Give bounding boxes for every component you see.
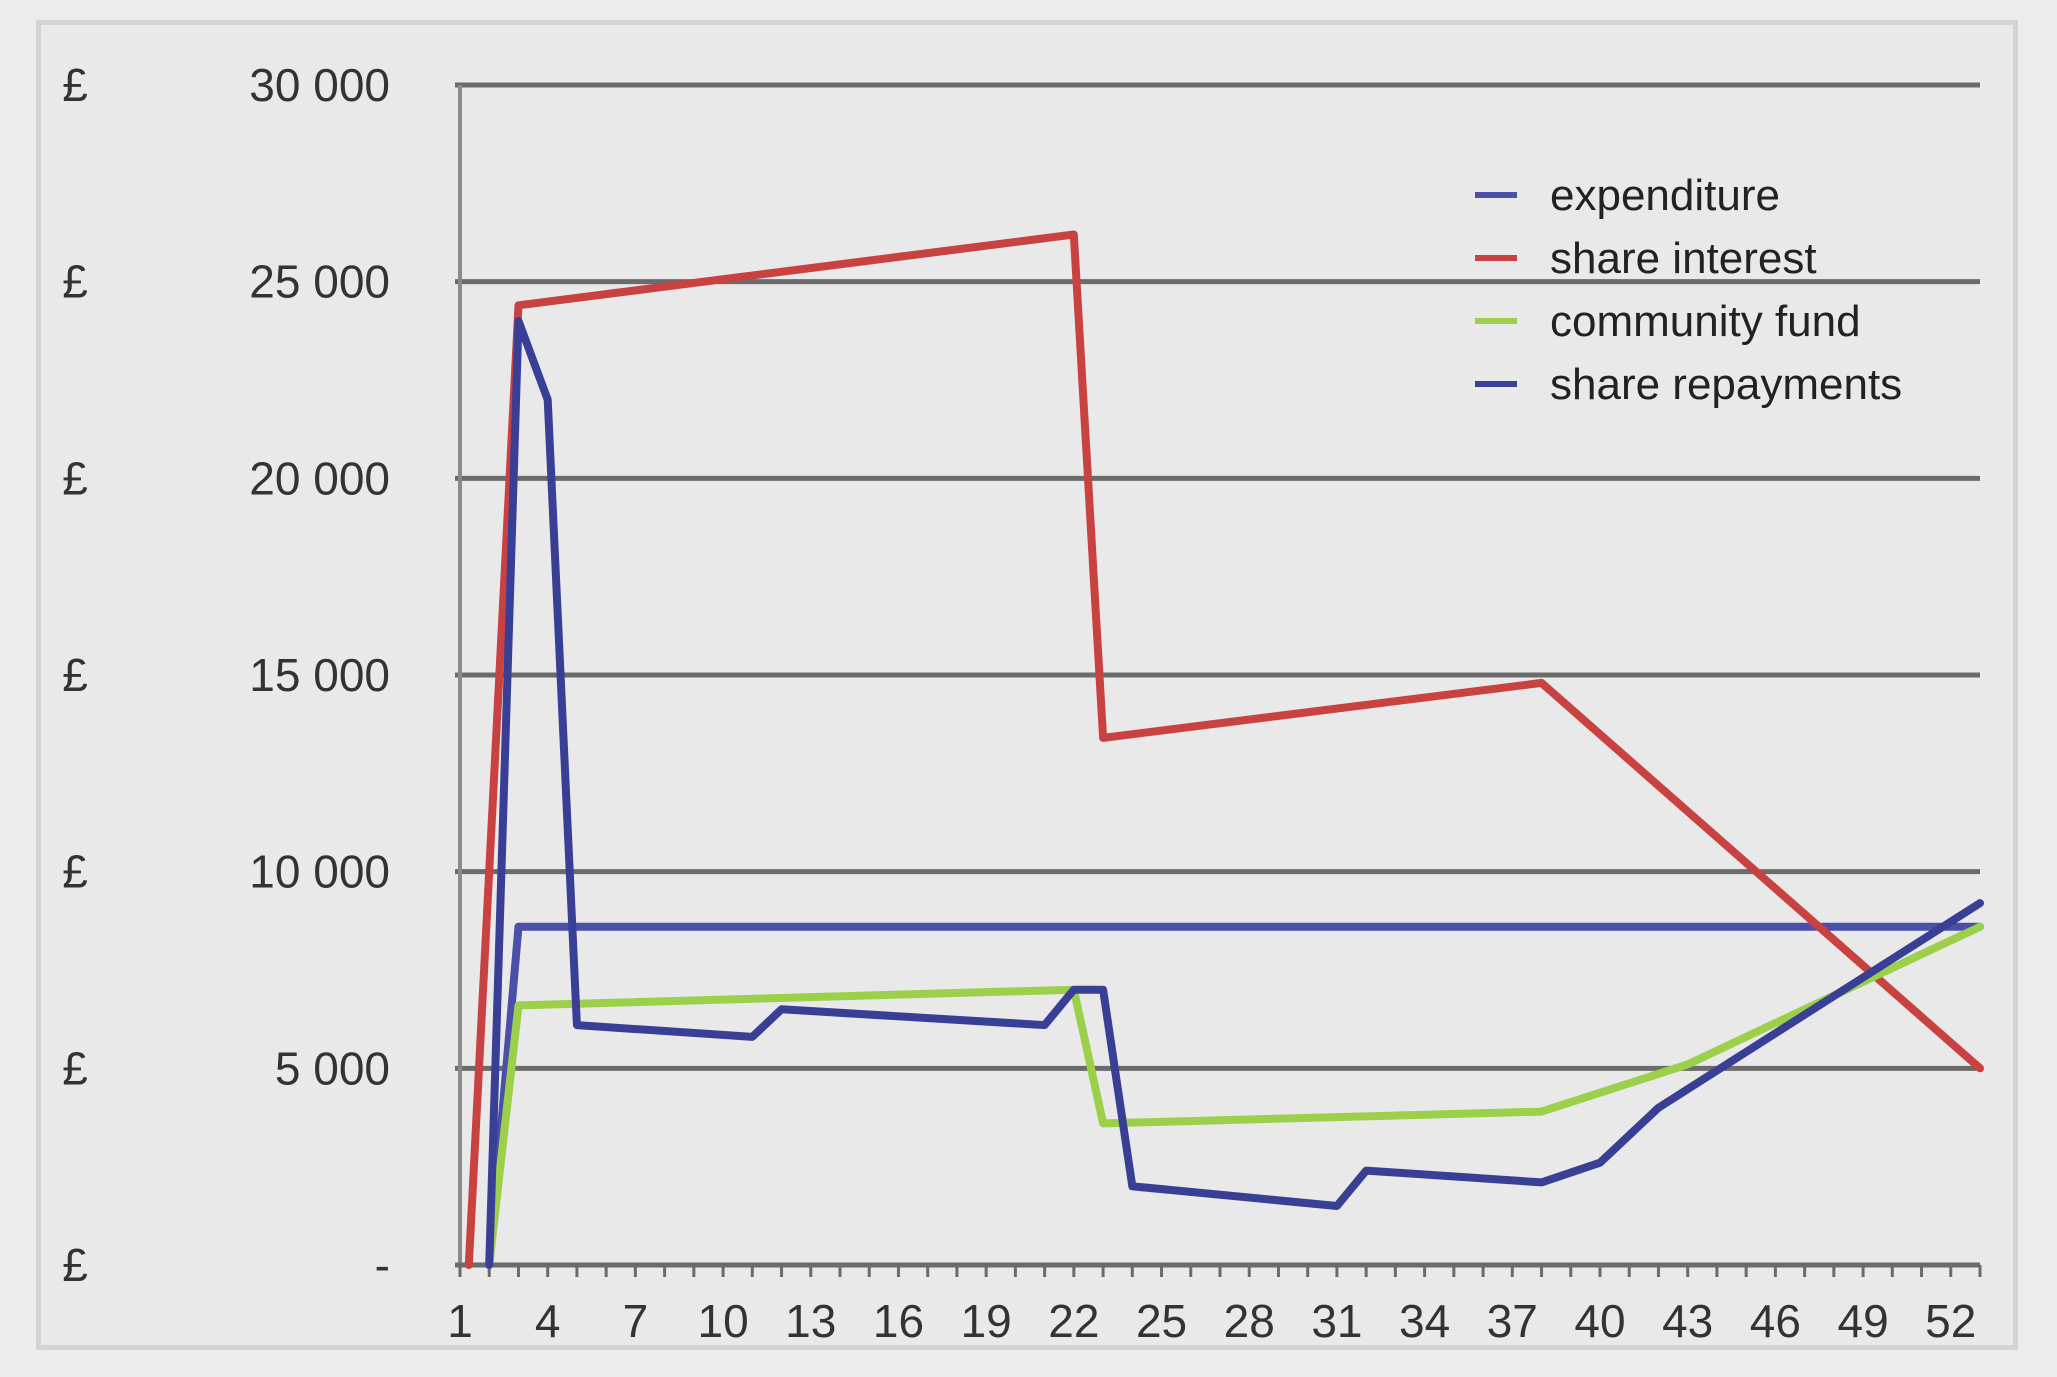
x-tick-label: 10 <box>697 1295 748 1347</box>
legend: expenditure share interest community fund s… <box>1475 171 1902 409</box>
x-tick-label: 40 <box>1574 1295 1625 1347</box>
x-tick-label: 22 <box>1048 1295 1099 1347</box>
y-tick-label: 20 000 <box>249 452 390 504</box>
x-tick-label: 25 <box>1136 1295 1187 1347</box>
x-tick-label: 28 <box>1224 1295 1275 1347</box>
y-tick-currency-symbol: £ <box>62 649 88 701</box>
y-tick-currency-symbol: £ <box>62 59 88 111</box>
series-line-expenditure <box>485 922 1984 1269</box>
series-lines <box>464 230 1984 1269</box>
x-tick-label: 46 <box>1750 1295 1801 1347</box>
y-tick-label: 30 000 <box>249 59 390 111</box>
y-tick-currency-symbol: £ <box>62 452 88 504</box>
gridlines <box>455 82 1980 1071</box>
legend-label-share-interest: share interest <box>1550 234 1817 283</box>
y-tick-currency-symbol: £ <box>62 846 88 898</box>
legend-label-share-repayments: share repayments <box>1550 360 1902 409</box>
y-tick-currency-symbol: £ <box>62 1239 88 1291</box>
x-tick-label: 31 <box>1311 1295 1362 1347</box>
series-line-community-fund <box>485 922 1984 1269</box>
x-tick-label: 34 <box>1399 1295 1450 1347</box>
y-tick-label: - <box>375 1239 390 1291</box>
x-tick-label: 49 <box>1837 1295 1888 1347</box>
x-tick-label: 13 <box>785 1295 836 1347</box>
y-tick-label: 25 000 <box>249 256 390 308</box>
series-line-share-repayments <box>485 317 1984 1269</box>
y-tick-currency-symbol: £ <box>62 256 88 308</box>
axes <box>455 85 1982 1277</box>
x-tick-label: 7 <box>623 1295 649 1347</box>
legend-label-community-fund: community fund <box>1550 297 1861 346</box>
y-axis-tick-labels: £30 000 £ 25 000 £ 20 000 £ 15 000 £ 10 000 £ 5 00… <box>62 59 390 1291</box>
legend-label-expenditure: expenditure <box>1550 171 1780 220</box>
y-tick-label: 5 000 <box>275 1042 390 1094</box>
x-tick-label: 37 <box>1487 1295 1538 1347</box>
x-tick-label: 19 <box>961 1295 1012 1347</box>
y-tick-label: 15 000 <box>249 649 390 701</box>
x-tick-label: 43 <box>1662 1295 1713 1347</box>
y-tick-currency-symbol: £ <box>62 1042 88 1094</box>
x-axis-tick-labels: 1 4 7 10 13 16 19 22 25 28 31 34 37 40 43 46 49 52 <box>447 1295 1976 1347</box>
x-tick-label: 4 <box>535 1295 561 1347</box>
x-tick-label: 1 <box>447 1295 473 1347</box>
x-tick-label: 52 <box>1925 1295 1976 1347</box>
x-tick-label: 16 <box>873 1295 924 1347</box>
y-tick-label: 10 000 <box>249 846 390 898</box>
